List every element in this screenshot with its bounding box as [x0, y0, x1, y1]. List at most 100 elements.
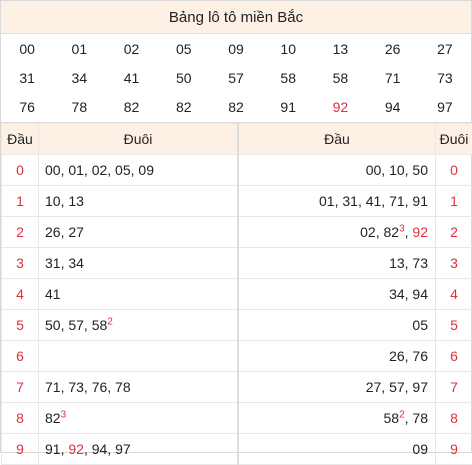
head-digit-left: 3: [2, 248, 39, 279]
lottery-number: 92: [314, 93, 366, 122]
lottery-number: 10: [262, 34, 314, 63]
lottery-number: 02: [105, 34, 157, 63]
head-tail-table-wrap: Đầu Đuôi Đầu Đuôi 0 00, 01, 02, 05, 09 00,…: [1, 122, 471, 453]
lottery-number: 09: [210, 34, 262, 63]
head-digit-left: 6: [2, 341, 39, 372]
head-numbers: 34, 94: [238, 279, 436, 310]
number-list: 34, 94: [389, 286, 428, 302]
tail-numbers: 26, 27: [39, 217, 239, 248]
head-numbers: 582, 78: [238, 403, 436, 434]
header-dau-left: Đầu: [2, 124, 39, 155]
tail-numbers: 823: [39, 403, 239, 434]
head-numbers: 27, 57, 97: [238, 372, 436, 403]
tail-numbers: [39, 341, 239, 372]
header-duoi-left: Đuôi: [39, 124, 239, 155]
number-list: , 78: [405, 410, 428, 426]
lottery-number: 73: [419, 63, 471, 92]
lottery-number: 58: [262, 63, 314, 92]
number-list: 13, 73: [389, 255, 428, 271]
number-list: 27, 57, 97: [366, 379, 428, 395]
head-numbers: 26, 76: [238, 341, 436, 372]
lottery-number: 76: [1, 93, 53, 122]
tail-digit-right: 1: [436, 186, 472, 217]
tail-numbers: 10, 13: [39, 186, 239, 217]
tail-digit-right: 3: [436, 248, 472, 279]
lottery-number: 34: [53, 63, 105, 92]
head-numbers: 01, 31, 41, 71, 91: [238, 186, 436, 217]
head-digit-left: 0: [2, 155, 39, 186]
head-digit-left: 1: [2, 186, 39, 217]
table-row: 7 71, 73, 76, 78 27, 57, 97 7: [2, 372, 472, 403]
tail-numbers: 00, 01, 02, 05, 09: [39, 155, 239, 186]
lottery-number: 91: [262, 93, 314, 122]
head-numbers: 05: [238, 310, 436, 341]
header-duoi-right: Đuôi: [436, 124, 472, 155]
head-tail-table: Đầu Đuôi Đầu Đuôi 0 00, 01, 02, 05, 09 00,…: [1, 123, 472, 465]
number-list: 41: [45, 286, 61, 302]
tail-digit-right: 9: [436, 434, 472, 465]
head-numbers: 09: [238, 434, 436, 465]
tail-numbers: 91, 92, 94, 97: [39, 434, 239, 465]
number-list: 00, 01, 02, 05, 09: [45, 162, 154, 178]
lottery-number: 82: [105, 93, 157, 122]
head-numbers: 02, 823, 92: [238, 217, 436, 248]
lottery-number: 97: [419, 93, 471, 122]
occurrence-count: 2: [107, 316, 113, 327]
lottery-number: 26: [367, 34, 419, 63]
tail-digit-right: 5: [436, 310, 472, 341]
lottery-number: 82: [210, 93, 262, 122]
number-list: 50, 57, 58: [45, 317, 107, 333]
head-digit-left: 2: [2, 217, 39, 248]
tail-digit-right: 4: [436, 279, 472, 310]
lottery-number: 57: [210, 63, 262, 92]
head-numbers: 13, 73: [238, 248, 436, 279]
number-list: 26, 27: [45, 224, 84, 240]
lottery-number: 50: [158, 63, 210, 92]
lottery-number: 58: [314, 63, 366, 92]
lottery-number: 00: [1, 34, 53, 63]
number-list: 71, 73, 76, 78: [45, 379, 131, 395]
number-list: 91,: [45, 441, 68, 457]
head-digit-left: 9: [2, 434, 39, 465]
number-list: 00, 10, 50: [366, 162, 428, 178]
number-list: 82: [45, 410, 61, 426]
head-digit-left: 7: [2, 372, 39, 403]
lottery-number: 01: [53, 34, 105, 63]
tail-numbers: 50, 57, 582: [39, 310, 239, 341]
number-list: 09: [412, 441, 428, 457]
number-list: , 94, 97: [84, 441, 131, 457]
lottery-number: 71: [367, 63, 419, 92]
tail-numbers: 71, 73, 76, 78: [39, 372, 239, 403]
head-digit-left: 5: [2, 310, 39, 341]
number-list: 02, 82: [360, 224, 399, 240]
lottery-number: 05: [158, 34, 210, 63]
occurrence-count: 3: [61, 409, 67, 420]
tail-digit-right: 2: [436, 217, 472, 248]
head-numbers: 00, 10, 50: [238, 155, 436, 186]
tail-numbers: 41: [39, 279, 239, 310]
lottery-number: 94: [367, 93, 419, 122]
tail-numbers: 31, 34: [39, 248, 239, 279]
number-list: 01, 31, 41, 71, 91: [319, 193, 428, 209]
special-number: 92: [68, 441, 84, 457]
lottery-number: 27: [419, 34, 471, 63]
tail-digit-right: 6: [436, 341, 472, 372]
tail-digit-right: 7: [436, 372, 472, 403]
lottery-number: 13: [314, 34, 366, 63]
lottery-number: 31: [1, 63, 53, 92]
lottery-number: 41: [105, 63, 157, 92]
number-list: 05: [412, 317, 428, 333]
lottery-number: 82: [158, 93, 210, 122]
header-dau-right: Đầu: [238, 124, 436, 155]
head-digit-left: 8: [2, 403, 39, 434]
